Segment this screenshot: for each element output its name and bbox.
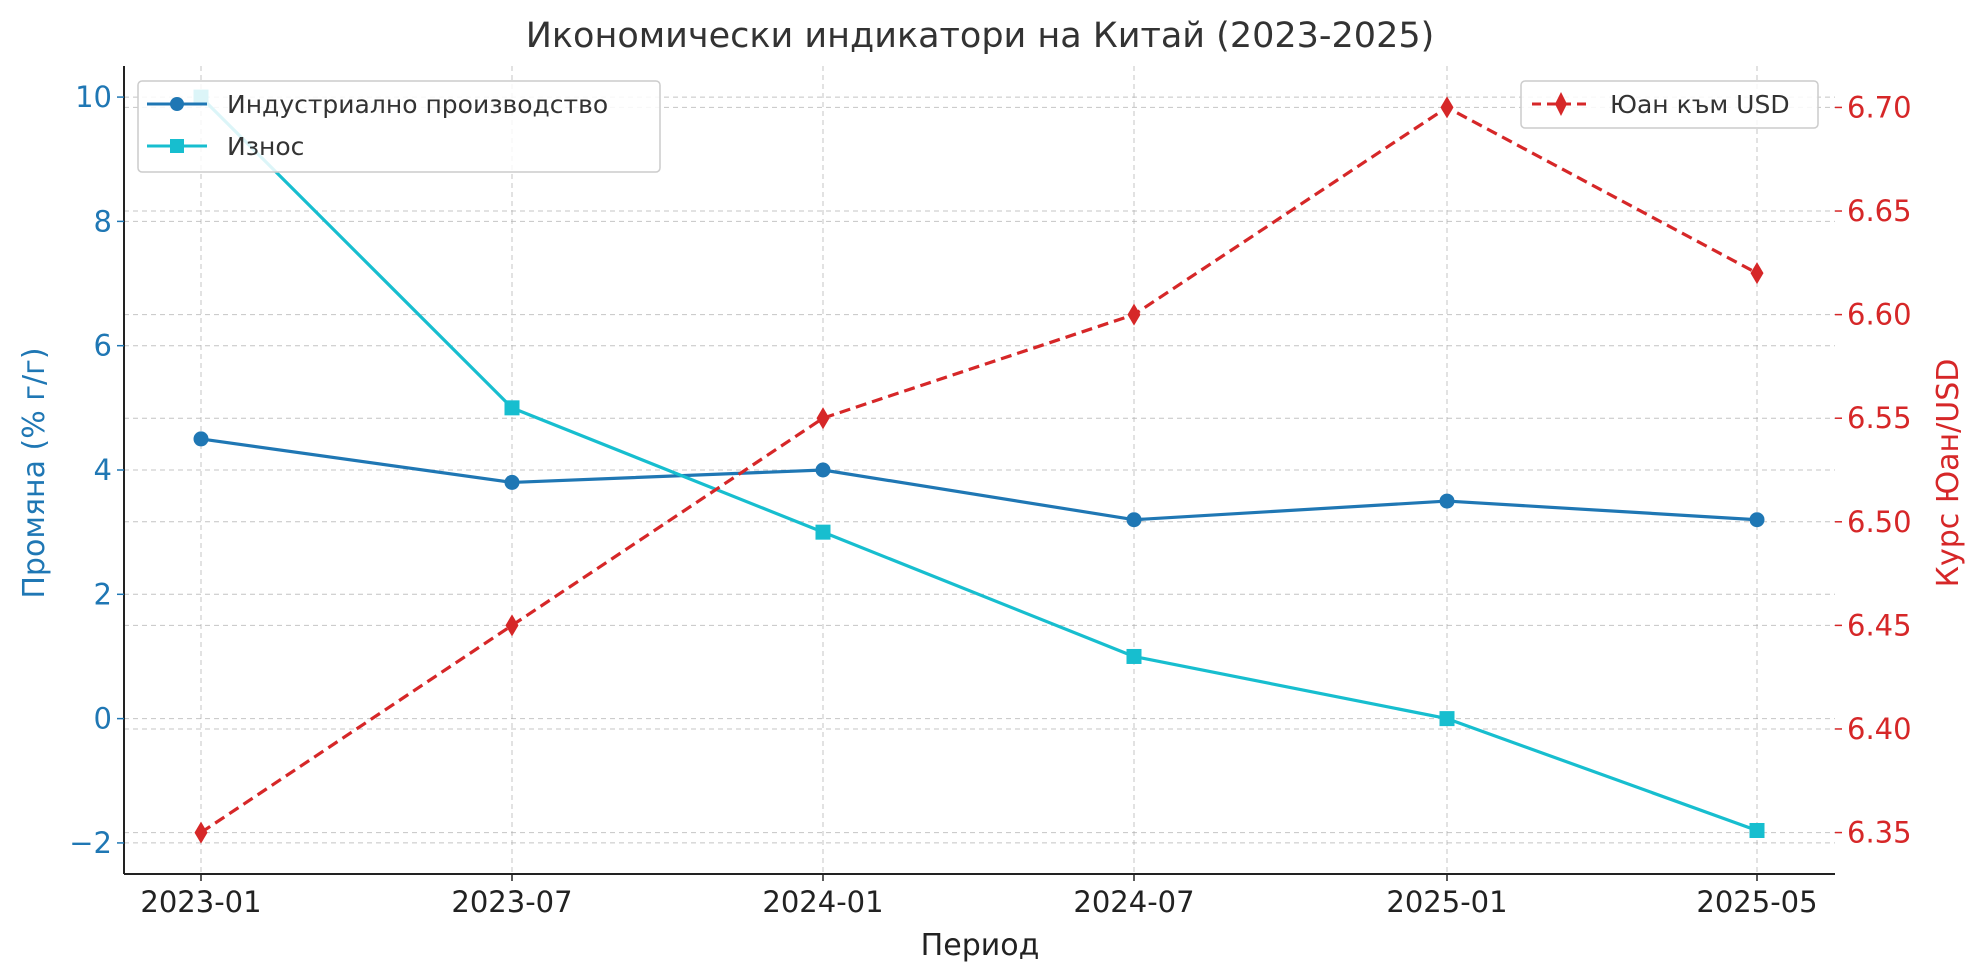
- x-tick-label-0: 2023-01: [140, 885, 261, 919]
- y-left-tick-label-5: 8: [94, 204, 112, 238]
- x-tick-label-5: 2025-05: [1696, 885, 1817, 919]
- axes: 2023-01 2023-07 2024-01 2024-07 2025-01 2025-…: [69, 66, 1912, 919]
- series-2-point-4: [1440, 96, 1454, 119]
- y-right-tick-label-3: 6.50: [1847, 505, 1912, 539]
- legend-right-frame: [1520, 80, 1819, 129]
- legend-marker-exports: [170, 139, 184, 153]
- legend-label-yuan: Юан към USD: [1610, 90, 1790, 119]
- y-right-tick-label-1: 6.40: [1847, 712, 1912, 746]
- x-tick-label-3: 2024-07: [1073, 885, 1194, 919]
- series-2-point-0: [194, 821, 208, 844]
- series-layer: [193, 89, 1765, 844]
- grid: [124, 66, 1835, 874]
- y-right-tick-label-6: 6.65: [1847, 194, 1912, 228]
- x-tick-label-2: 2024-01: [762, 885, 883, 919]
- series-1-point-1: [504, 400, 520, 416]
- legend-marker-industrial: [170, 97, 184, 111]
- y-left-tick-label-3: 4: [94, 453, 112, 487]
- legend-label-industrial: Индустриално производство: [227, 90, 608, 119]
- y-right-tick-label-5: 6.60: [1847, 298, 1912, 332]
- series-1-point-3: [1126, 648, 1142, 664]
- y-right-tick-label-2: 6.45: [1847, 608, 1912, 642]
- x-tick-label-4: 2025-01: [1386, 885, 1507, 919]
- series-0-point-2: [815, 462, 831, 478]
- series-2-point-1: [505, 614, 519, 637]
- series-2-point-5: [1750, 262, 1764, 285]
- series-line-2: [200, 105, 1758, 834]
- series-0-point-0: [193, 431, 209, 447]
- series-line-1: [199, 95, 1758, 832]
- y-axis-right-title: Курс Юан/USD: [1931, 359, 1966, 588]
- y-left-tick-label-6: 10: [75, 80, 112, 114]
- y-left-tick-label-1: 0: [94, 702, 112, 736]
- series-0-point-5: [1749, 512, 1765, 528]
- legend-right: Юан към USD: [1520, 80, 1819, 129]
- y-left-tick-label-2: 2: [94, 577, 112, 611]
- series-1-point-2: [815, 524, 831, 540]
- legend-left-frame: [137, 80, 661, 173]
- y-left-tick-label-0: −2: [69, 826, 112, 860]
- series-0-point-3: [1126, 512, 1142, 528]
- legend-label-exports: Износ: [227, 132, 304, 161]
- series-line-0: [200, 437, 1758, 522]
- series-0-point-4: [1439, 493, 1455, 509]
- series-1-point-5: [1749, 822, 1765, 838]
- y-axis-left-title: Промяна (% г/г): [17, 347, 52, 598]
- y-right-tick-label-7: 6.70: [1847, 90, 1912, 124]
- series-1-point-4: [1439, 711, 1455, 727]
- legend-marker-yuan: [1555, 92, 1567, 116]
- y-right-tick-label-4: 6.55: [1847, 401, 1912, 435]
- series-2-point-2: [816, 407, 830, 430]
- chart-title: Икономически индикатори на Китай (2023-2…: [526, 16, 1435, 56]
- y-left-tick-label-4: 6: [94, 329, 112, 363]
- y-right-tick-label-0: 6.35: [1847, 816, 1912, 850]
- series-0-point-1: [504, 474, 520, 490]
- x-tick-label-1: 2023-07: [451, 885, 572, 919]
- series-2-point-3: [1127, 303, 1141, 326]
- x-axis-title: Период: [921, 928, 1040, 963]
- legend-left: Индустриално производство Износ: [137, 80, 661, 173]
